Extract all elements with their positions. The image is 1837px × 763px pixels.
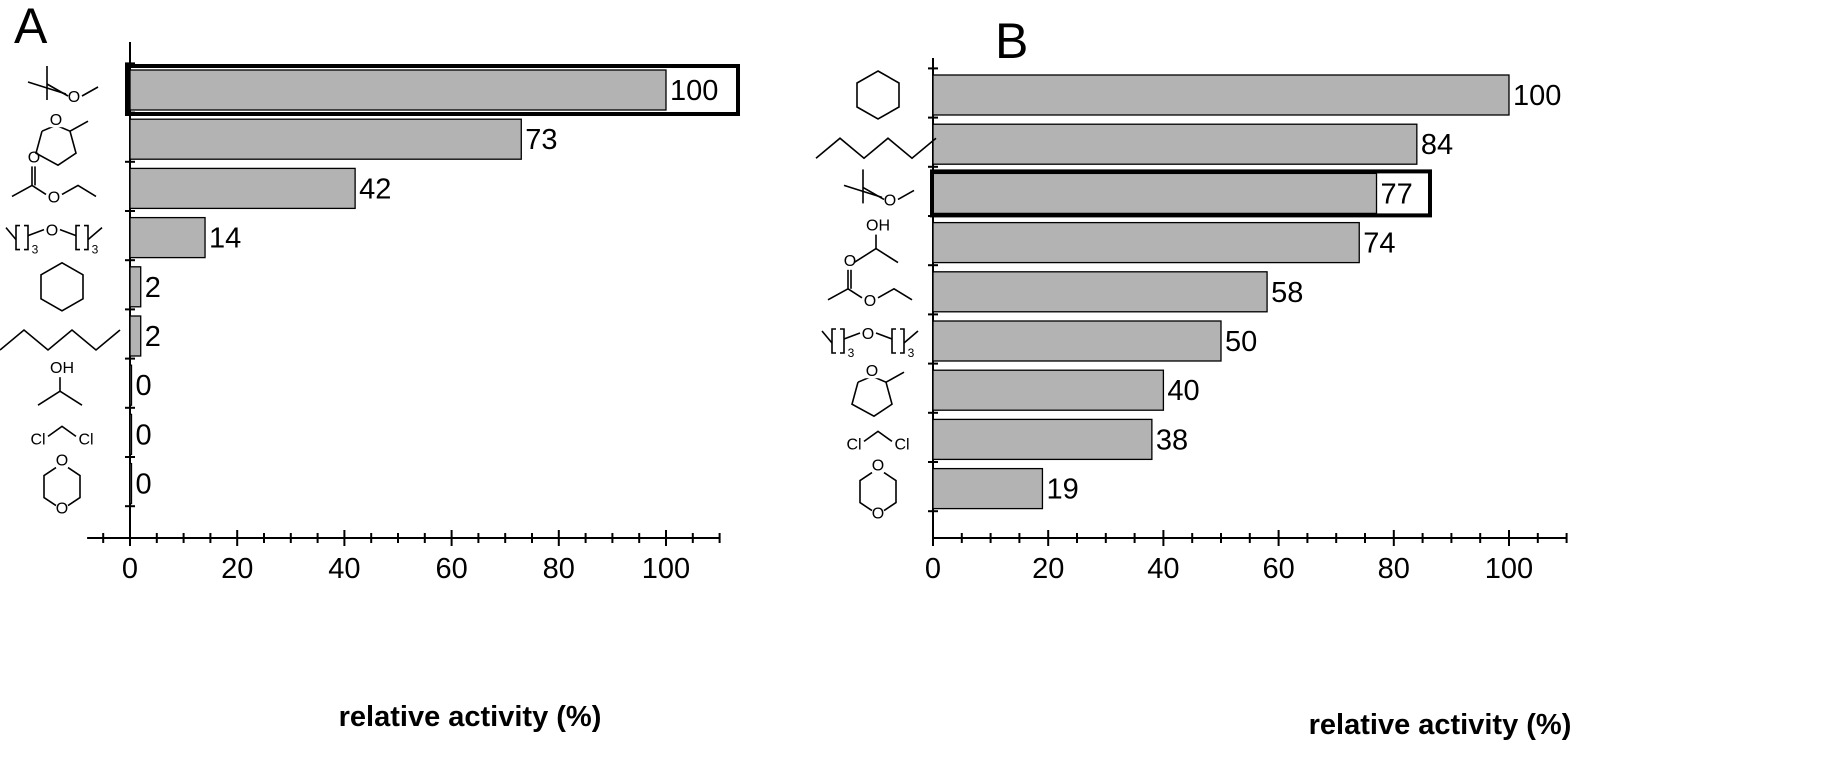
chart-panel-b: 0 20 40 60 80 1001008477O74OH58OO503O340O38Cl…	[815, 58, 1568, 585]
svg-text:Cl: Cl	[894, 436, 909, 453]
x-tick-label: 100	[1485, 553, 1533, 585]
svg-text:3: 3	[848, 346, 855, 360]
value-label: 2	[145, 321, 161, 353]
x-tick-label: 0	[925, 553, 941, 585]
svg-text:OH: OH	[50, 360, 74, 377]
svg-text:OH: OH	[866, 218, 890, 235]
x-tick-label: 80	[543, 553, 575, 585]
svg-text:O: O	[872, 458, 884, 475]
svg-text:3: 3	[92, 243, 99, 257]
bar-dioxane	[129, 462, 133, 505]
x-tick-label: 40	[1147, 553, 1179, 585]
bar-cyclohexane	[129, 266, 142, 308]
dioxane-structure-icon: OO	[43, 453, 81, 518]
value-label: 74	[1363, 228, 1395, 260]
value-label: 2	[145, 272, 161, 304]
dibutyl-ether-structure-icon: 3O3	[5, 223, 103, 257]
svg-text:O: O	[844, 253, 856, 270]
hexane-structure-icon	[0, 328, 121, 352]
svg-text:O: O	[884, 192, 896, 209]
value-label: 77	[1381, 178, 1413, 210]
svg-text:O: O	[56, 453, 68, 470]
value-label: 14	[209, 223, 241, 255]
svg-text:O: O	[864, 293, 876, 310]
bar-ethyl-acetate	[932, 271, 1268, 313]
svg-text:3: 3	[908, 346, 915, 360]
value-label: 84	[1421, 129, 1453, 161]
value-label: 19	[1046, 474, 1078, 506]
bar-isopropanol	[129, 364, 133, 406]
value-label: 40	[1167, 375, 1199, 407]
ethyl-acetate-structure-icon: OO	[827, 253, 913, 310]
svg-text:O: O	[56, 501, 68, 518]
isopropanol-structure-icon: OH	[37, 360, 83, 406]
svg-text:O: O	[862, 326, 874, 343]
bar-dibutyl-ether	[932, 320, 1222, 362]
value-label: 0	[136, 469, 152, 501]
panel-label-b: B	[995, 13, 1028, 69]
mtbe-structure-icon: O	[27, 66, 99, 106]
x-axis-title-a: relative activity (%)	[339, 701, 602, 733]
mtbe-structure-icon: O	[843, 169, 915, 209]
bar-mtbe	[129, 69, 667, 111]
value-label: 38	[1156, 424, 1188, 456]
bar-dioxane	[932, 467, 1044, 510]
dioxane-structure-icon: OO	[859, 458, 897, 523]
x-tick-label: 20	[1032, 553, 1064, 585]
svg-text:O: O	[68, 89, 80, 106]
bar-dichloromethane	[932, 418, 1153, 461]
cyclohexane-structure-icon	[40, 261, 84, 312]
svg-text:Cl: Cl	[30, 431, 45, 448]
methyl-thf-structure-icon: O	[851, 360, 905, 418]
bar-methyl-thf	[932, 369, 1165, 411]
isopropanol-structure-icon: OH	[853, 218, 899, 264]
svg-text:O: O	[872, 506, 884, 523]
value-label: 58	[1271, 277, 1303, 309]
x-tick-label: 80	[1378, 553, 1410, 585]
value-label: 100	[1513, 80, 1561, 112]
hexane-structure-icon	[815, 137, 937, 160]
x-tick-label: 100	[642, 553, 690, 585]
value-label: 42	[359, 173, 391, 205]
dibutyl-ether-structure-icon: 3O3	[821, 326, 919, 360]
value-label: 0	[136, 419, 152, 451]
highlight-box	[125, 64, 740, 116]
svg-text:3: 3	[32, 243, 39, 257]
bar-hexane	[932, 123, 1418, 165]
ethyl-acetate-structure-icon: OO	[11, 149, 97, 206]
highlight-box	[930, 169, 1432, 218]
x-tick-label: 60	[1262, 553, 1294, 585]
panel-label-a: A	[14, 0, 48, 54]
bar-hexane	[129, 315, 142, 357]
bar-mtbe	[932, 172, 1378, 215]
bar-methyl-thf	[129, 118, 522, 160]
svg-text:O: O	[866, 363, 878, 380]
svg-text:O: O	[50, 112, 62, 129]
x-tick-label: 60	[435, 553, 467, 585]
svg-text:O: O	[48, 189, 60, 206]
svg-text:O: O	[46, 223, 58, 240]
value-label: 50	[1225, 326, 1257, 358]
dichloromethane-structure-icon: Cl Cl	[846, 430, 910, 453]
value-label: 0	[136, 370, 152, 402]
value-label: 100	[670, 75, 718, 107]
x-axis-title-b: relative activity (%)	[1309, 709, 1572, 741]
x-tick-label: 0	[122, 553, 138, 585]
bar-dichloromethane	[129, 413, 133, 456]
bar-cyclohexane	[932, 74, 1510, 116]
value-label: 73	[525, 124, 557, 156]
methyl-thf-structure-icon: O	[35, 109, 89, 167]
svg-text:O: O	[28, 149, 40, 166]
bar-dibutyl-ether	[129, 216, 206, 259]
bar-isopropanol	[932, 221, 1360, 264]
x-tick-label: 20	[221, 553, 253, 585]
svg-text:Cl: Cl	[78, 431, 93, 448]
dichloromethane-structure-icon: Cl Cl	[30, 425, 94, 448]
svg-text:Cl: Cl	[846, 436, 861, 453]
x-tick-label: 40	[328, 553, 360, 585]
cyclohexane-structure-icon	[856, 70, 900, 120]
bar-ethyl-acetate	[129, 167, 356, 210]
